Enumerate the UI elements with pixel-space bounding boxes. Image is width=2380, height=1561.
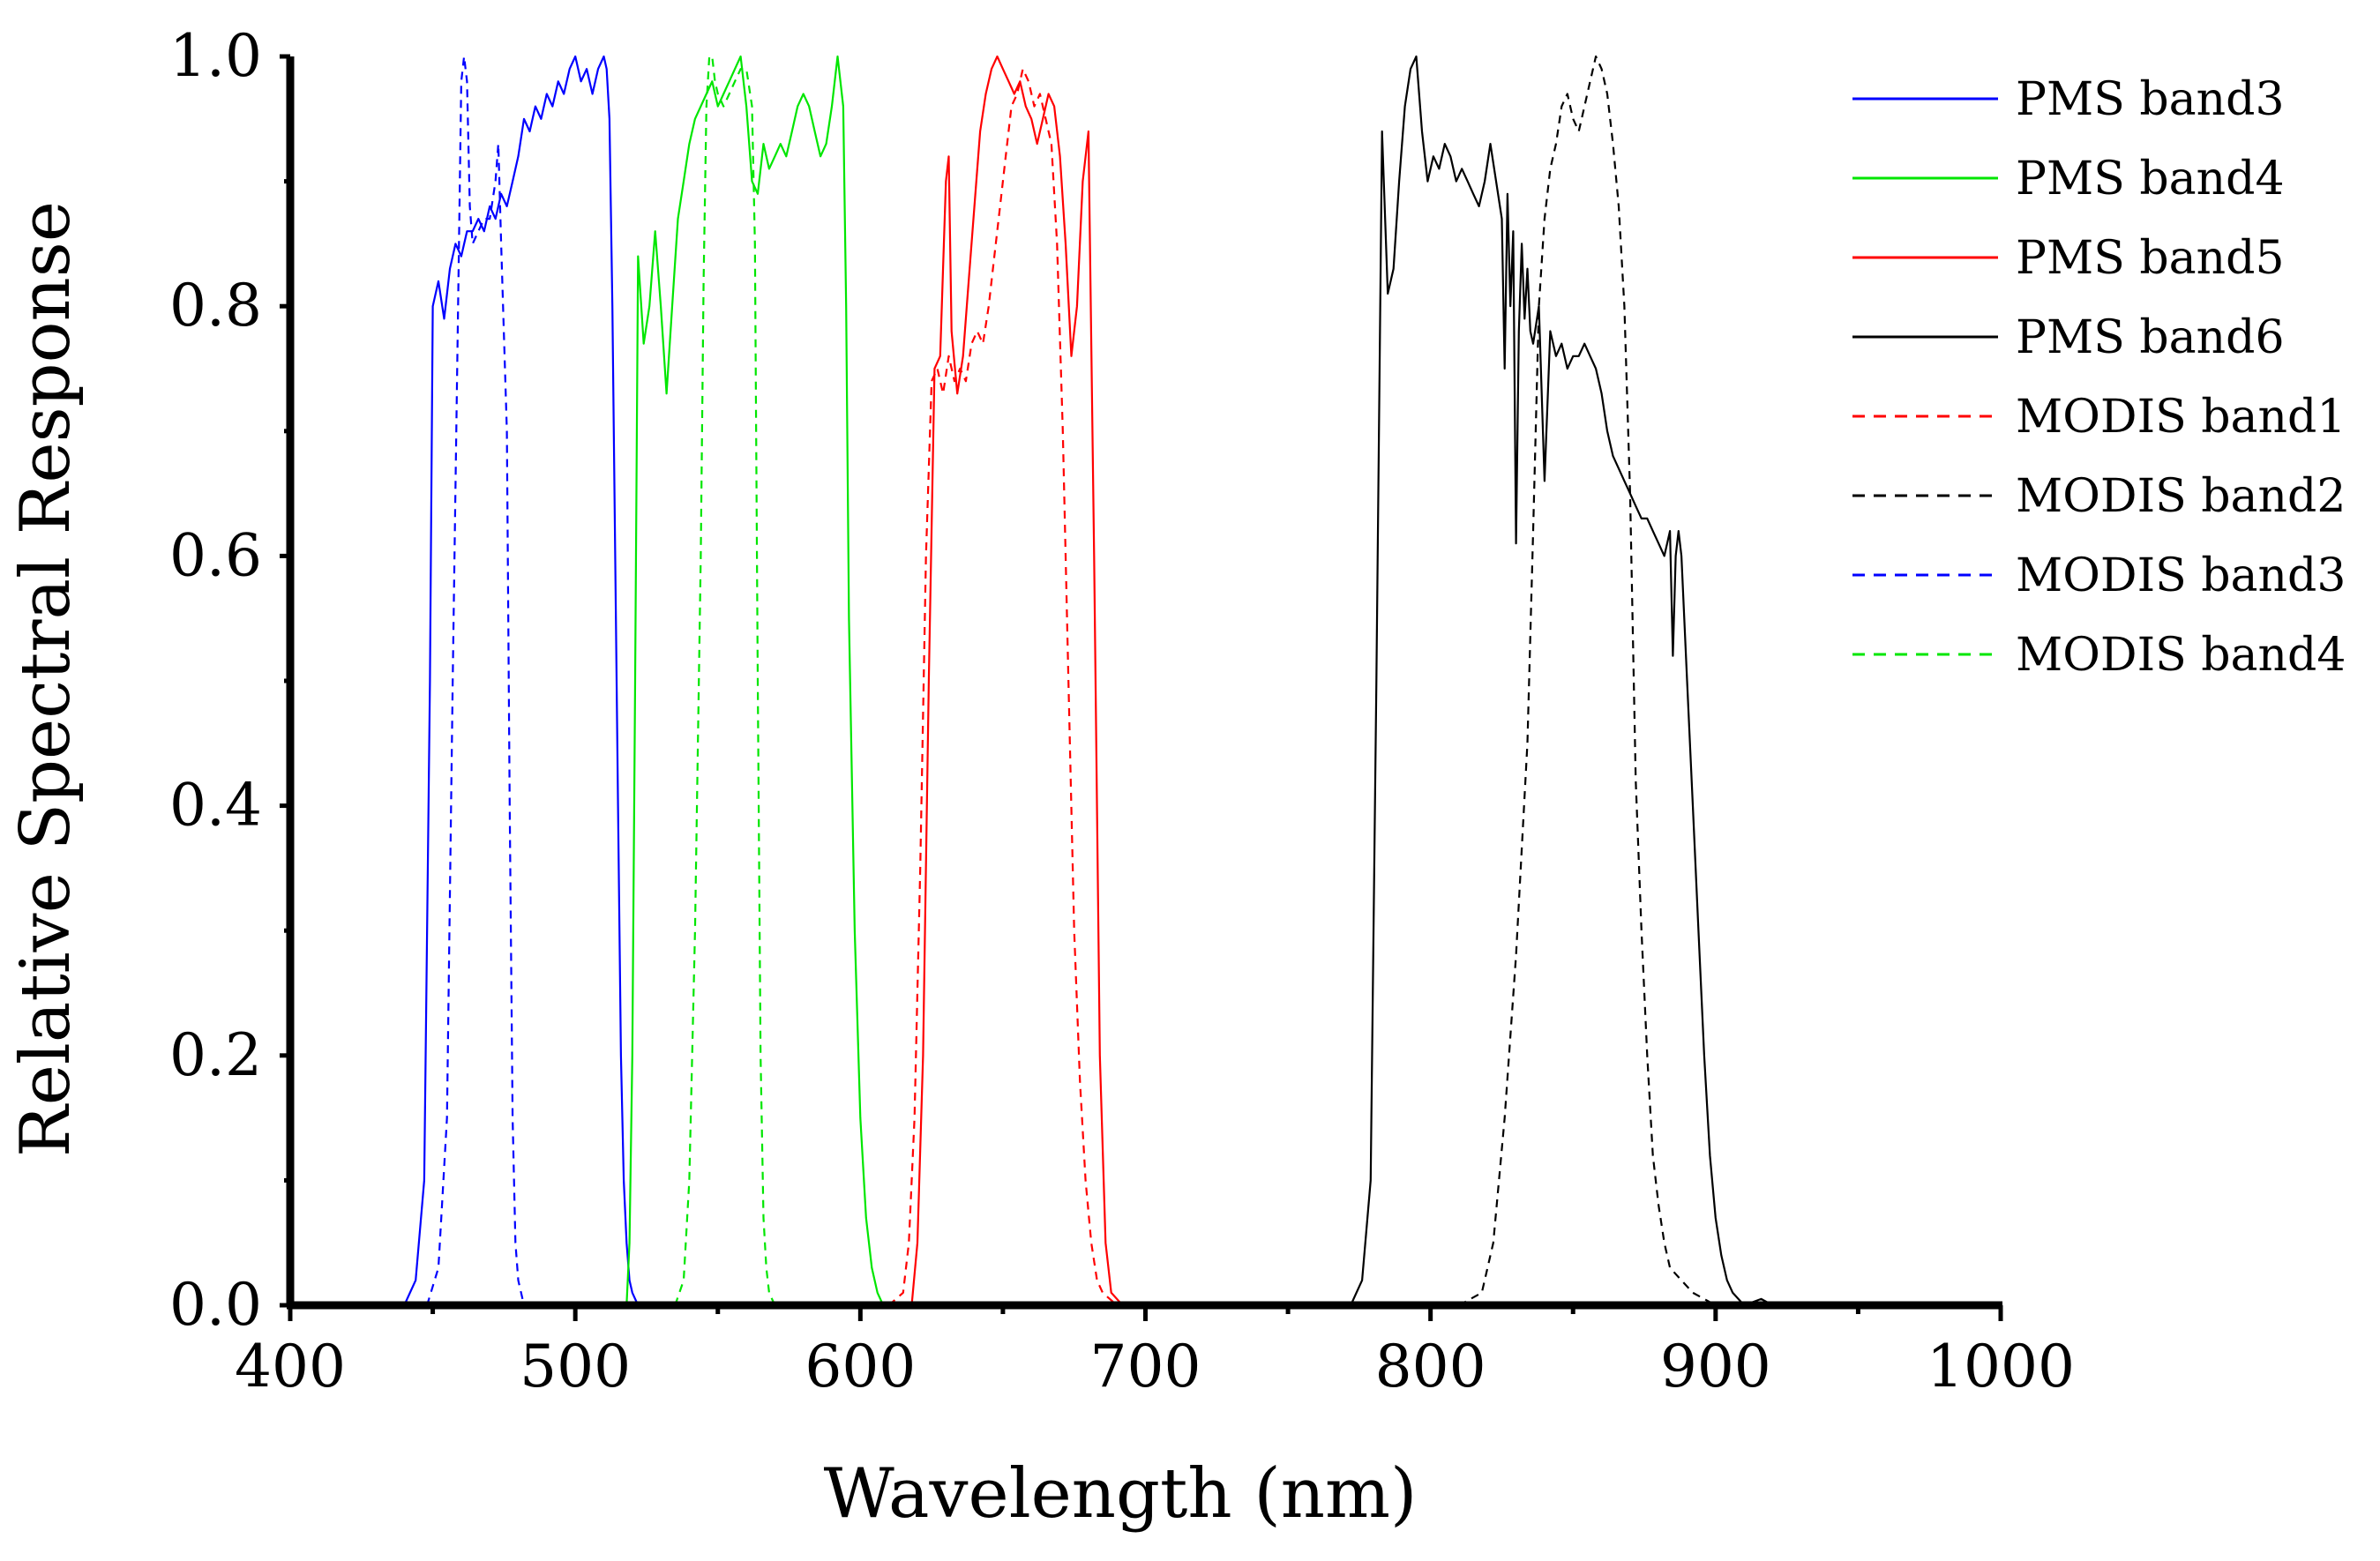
x-tick-label: 900 <box>1660 1333 1771 1400</box>
plot-series-group <box>290 55 1801 1307</box>
legend-label: PMS band4 <box>2016 153 2285 205</box>
series-line-modis-band2 <box>1458 55 1745 1307</box>
legend-label: PMS band6 <box>2016 311 2285 364</box>
series-line-pms-band4 <box>603 55 895 1307</box>
legend: PMS band3 PMS band4 PMS band5 PMS band6 MODI… <box>1852 73 2346 682</box>
legend-label: PMS band5 <box>2016 232 2285 285</box>
series-line-pms-band5 <box>888 55 1124 1307</box>
series-line-pms-band3 <box>290 55 662 1307</box>
series-line-pms-band6 <box>1316 55 1801 1307</box>
x-tick-label: 400 <box>235 1333 346 1400</box>
y-tick-label: 1.0 <box>169 22 262 90</box>
series-line-modis-band3 <box>426 55 526 1306</box>
x-tick-label: 500 <box>520 1333 631 1400</box>
legend-label: MODIS band4 <box>2016 629 2346 682</box>
legend-label: MODIS band2 <box>2016 470 2346 523</box>
axis-ticks-group: 400 500 600 700 800 900 1000 0.0 0.2 0.4 0.6 0.8 1.0 <box>169 22 2075 1400</box>
x-axis-label: Wavelength (nm) <box>824 1454 1418 1534</box>
x-tick-label: 700 <box>1090 1333 1201 1400</box>
x-tick-label: 1000 <box>1927 1333 2075 1400</box>
legend-label: MODIS band1 <box>2016 391 2346 444</box>
y-axis-label: Relative Spectral Response <box>6 201 86 1157</box>
x-tick-label: 800 <box>1375 1333 1486 1400</box>
y-tick-label: 0.2 <box>169 1021 262 1089</box>
legend-label: MODIS band3 <box>2016 549 2346 602</box>
legend-label: PMS band3 <box>2016 73 2285 126</box>
y-tick-label: 0.4 <box>169 772 262 840</box>
series-line-modis-band4 <box>674 55 781 1307</box>
y-tick-label: 0.6 <box>169 521 262 589</box>
y-tick-label: 0.8 <box>169 272 262 340</box>
x-tick-label: 600 <box>805 1333 916 1400</box>
y-tick-label: 0.0 <box>169 1271 262 1339</box>
series-line-modis-band1 <box>887 68 1118 1306</box>
